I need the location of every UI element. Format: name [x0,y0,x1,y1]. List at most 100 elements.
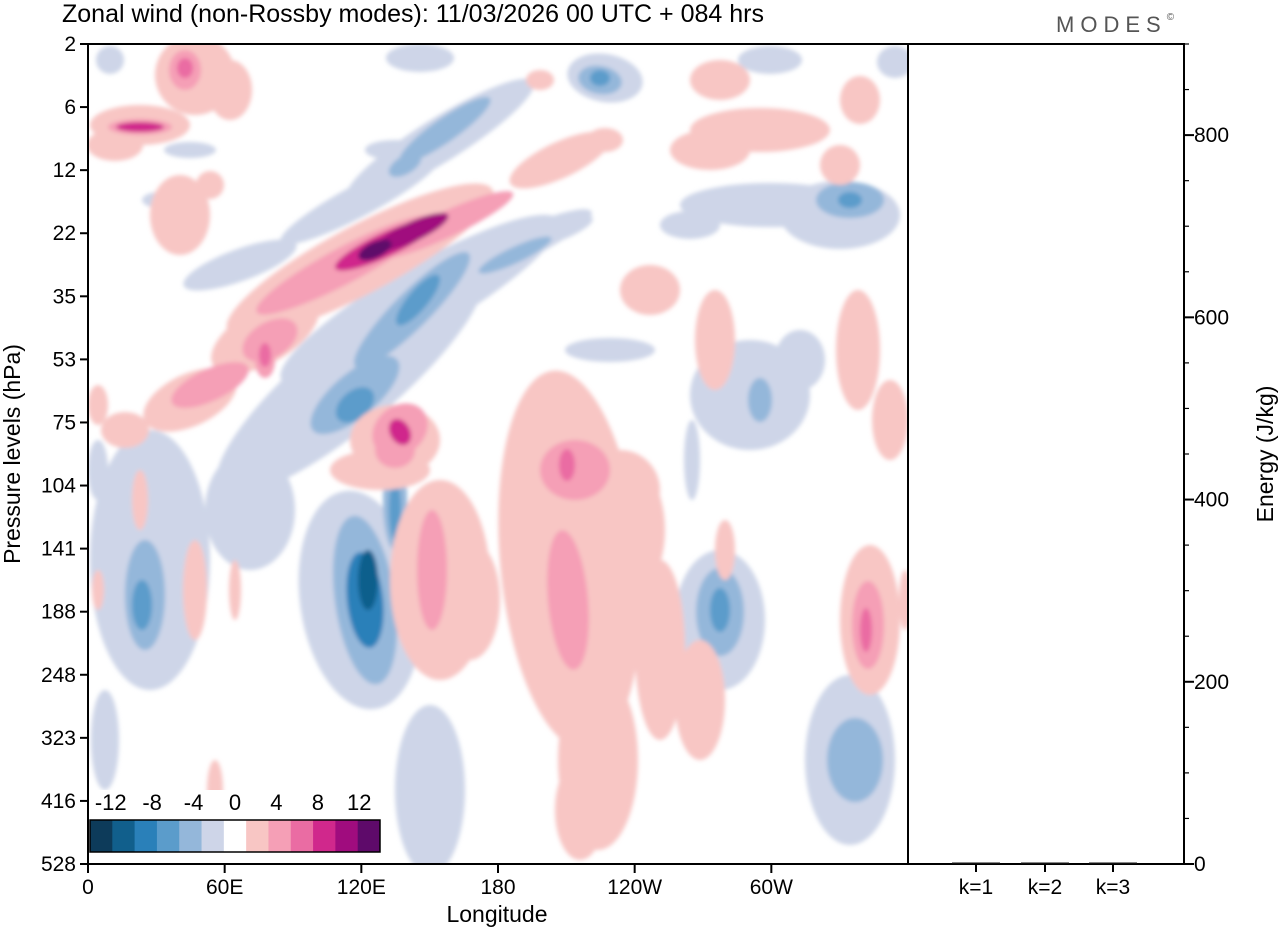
x-tick-label: 60W [750,876,793,899]
negative-wind-contour [183,239,297,291]
x-tick-label: 120W [607,876,662,899]
positive-wind-contour [540,440,610,500]
positive-wind-contour [177,58,193,78]
x-tick-label: 0 [82,876,94,899]
y-tick-label: 248 [41,664,76,687]
colorbar-label: 8 [312,790,324,815]
negative-wind-contour [877,46,908,78]
negative-wind-contour [775,330,825,390]
colorbar-swatch [156,820,180,852]
y-axis-ticks: 2 6 12 22 35 53 75 104 141 188 248 323 416 528 [41,33,88,876]
positive-wind-contour [417,510,447,630]
colorbar-swatch [223,820,247,852]
positive-wind-contour [183,540,207,640]
negative-wind-contour [478,236,552,274]
x-axis-ticks: 0 60E 120E 180 120W 60W [82,864,793,899]
brand-text: MODES [1056,12,1167,37]
negative-wind-contour [388,153,422,177]
positive-wind-contour [88,385,108,425]
negative-wind-contour [386,44,454,72]
positive-wind-contour [840,76,880,124]
energy-bars: k=1 k=2 k=3 [952,862,1137,899]
positive-wind-contour [555,760,605,860]
positive-wind-contour [208,60,252,120]
y-tick-label: 323 [41,727,76,750]
y-tick-label: 22 [53,222,76,245]
negative-wind-contour [660,211,720,239]
y-tick-label: 416 [41,790,76,813]
colorbar-label: -4 [184,790,204,815]
positive-wind-contour [171,362,249,408]
positive-wind-contour [132,470,148,530]
positive-wind-contour [92,570,104,610]
negative-wind-contour [827,718,883,802]
y-tick-label: 104 [41,475,76,498]
negative-wind-contour [565,338,655,362]
energy-bar [1089,862,1137,864]
positive-wind-contour [242,318,298,362]
heatmap-background [88,44,908,864]
heatmap-field [88,44,908,864]
negative-wind-contour [396,274,440,326]
y-tick-label: 528 [41,853,76,876]
positive-wind-contour [860,608,872,652]
positive-wind-contour [509,131,611,189]
colorbar-swatch [290,820,314,852]
negative-wind-contour [280,155,440,245]
positive-wind-contour [872,380,908,460]
y-tick-label: 188 [41,601,76,624]
brand-logo: MODES© [1056,12,1180,37]
wind-contours [88,44,908,864]
energy-axis-label: Energy (J/kg) [1252,386,1278,523]
positive-wind-contour [715,520,735,580]
colorbar-label: -12 [95,790,127,815]
energy-panel-frame [907,43,1185,865]
colorbar-swatch [313,820,336,852]
energy-category-label: k=1 [959,876,993,899]
positive-wind-contour [88,129,143,161]
positive-wind-contour [525,460,555,580]
energy-bar [952,862,1000,864]
energy-tick-label: 0 [1194,853,1206,876]
energy-tick-label: 800 [1194,124,1229,147]
positive-wind-contour [150,175,210,255]
y-tick-label: 75 [53,411,76,434]
negative-wind-contour [91,690,119,790]
y-tick-label: 6 [64,96,76,119]
energy-axis-ticks: 0 200 400 600 800 [1184,43,1229,876]
y-tick-label: 12 [53,159,76,182]
y-tick-label: 2 [64,33,76,56]
positive-wind-contour [101,412,149,448]
y-tick-label: 141 [41,538,76,561]
positive-wind-contour [116,122,164,132]
negative-wind-contour [395,705,465,864]
positive-wind-contour [196,171,224,199]
energy-category-label: k=3 [1096,876,1130,899]
positive-wind-contour [229,560,241,620]
energy-tick-label: 400 [1194,489,1229,512]
x-tick-label: 120E [337,876,386,899]
negative-wind-contour [96,46,124,74]
positive-wind-contour [675,640,725,760]
positive-wind-contour [259,343,271,367]
negative-wind-contour [684,420,700,500]
negative-wind-contour [838,192,862,208]
positive-wind-contour [899,570,908,630]
x-tick-label: 180 [480,876,515,899]
x-tick-label: 60E [206,876,243,899]
positive-wind-contour [670,130,750,170]
colorbar-label: -8 [142,790,162,815]
negative-wind-contour [590,70,610,86]
colorbar-label: 4 [270,790,282,815]
positive-wind-contour [836,290,880,410]
x-axis-label: Longitude [446,901,547,927]
negative-wind-contour [164,142,216,158]
positive-wind-contour [358,239,392,261]
energy-tick-label: 600 [1194,306,1229,329]
energy-category-label: k=2 [1028,876,1062,899]
chart-title: Zonal wind (non-Rossby modes): 11/03/202… [62,0,764,28]
colorbar-swatch [201,820,225,852]
colorbar-frame [89,819,381,853]
negative-wind-contour [205,450,295,570]
